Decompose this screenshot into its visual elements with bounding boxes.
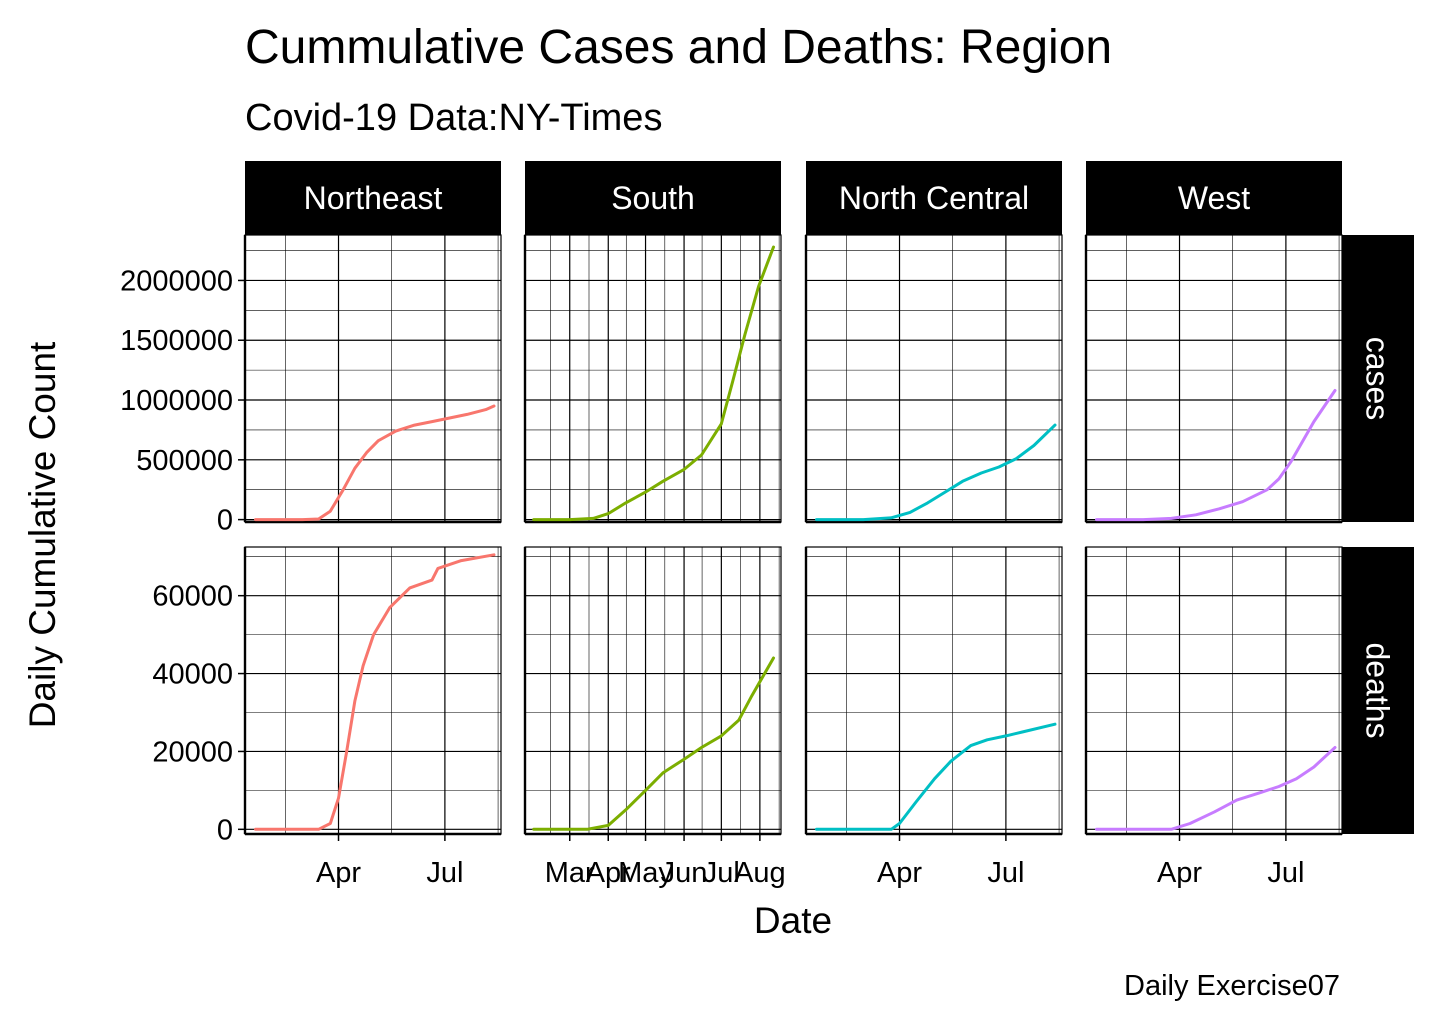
- panel-west-cases: [1084, 234, 1343, 524]
- panel-northeast-cases: [243, 234, 502, 524]
- y-axis-title: Daily Cumulative Count: [22, 341, 63, 728]
- y-tick-label-deaths: 40000: [152, 659, 233, 691]
- series-line-west-deaths: [1095, 746, 1337, 831]
- panel-north-central-deaths: [804, 546, 1063, 836]
- series-line-northeast-deaths: [254, 553, 496, 831]
- series-line-north-central-deaths: [815, 722, 1057, 831]
- strip-northeast: Northeast: [245, 161, 501, 235]
- y-tick-label-cases: 1500000: [120, 325, 233, 357]
- x-tick-label-north-central: Apr: [877, 857, 922, 889]
- panel-west-deaths: [1084, 546, 1343, 836]
- strip-label-north-central: North Central: [839, 180, 1029, 216]
- series-line-northeast-cases: [254, 404, 496, 522]
- strip-label-northeast: Northeast: [304, 180, 443, 216]
- panel-north-central-cases: [804, 234, 1063, 524]
- y-tick-label-deaths: 60000: [152, 581, 233, 613]
- y-tick-label-cases: 2000000: [120, 265, 233, 297]
- y-tick-label-cases: 0: [217, 505, 233, 537]
- series-line-south-deaths: [532, 656, 775, 831]
- strip-label-deaths: deaths: [1360, 642, 1396, 738]
- strip-deaths: deaths: [1341, 547, 1414, 834]
- panel-south-cases: [523, 234, 782, 524]
- strip-south: South: [525, 161, 781, 235]
- strip-label-cases: cases: [1360, 337, 1396, 421]
- strip-label-south: South: [611, 180, 695, 216]
- y-tick-label-cases: 1000000: [120, 385, 233, 417]
- x-tick-label-south: Jul: [703, 857, 740, 889]
- chart-title: Cummulative Cases and Deaths: Region: [245, 21, 1112, 74]
- x-tick-label-south: May: [618, 857, 673, 889]
- x-tick-label-northeast: Apr: [316, 857, 361, 889]
- chart-caption: Daily Exercise07: [1124, 970, 1340, 1002]
- strip-label-west: West: [1178, 180, 1250, 216]
- series-line-north-central-cases: [815, 423, 1057, 522]
- series-line-west-cases: [1095, 389, 1337, 522]
- x-tick-label-south: Apr: [586, 857, 631, 889]
- x-tick-label-south: Mar: [545, 857, 595, 889]
- y-tick-label-deaths: 0: [217, 814, 233, 846]
- x-tick-label-west: Apr: [1157, 857, 1202, 889]
- panel-northeast-deaths: [243, 546, 502, 836]
- y-tick-label-deaths: 20000: [152, 736, 233, 768]
- facet-panels: Northeast South North Central West cases deat…: [120, 161, 1414, 889]
- panel-south-deaths: [523, 546, 782, 836]
- y-tick-label-cases: 500000: [136, 445, 233, 477]
- strip-cases: cases: [1341, 235, 1414, 522]
- x-tick-label-northeast: Jul: [426, 857, 463, 889]
- x-axis-title: Date: [754, 900, 832, 941]
- strip-north-central: North Central: [806, 161, 1062, 235]
- chart-subtitle: Covid-19 Data:NY-Times: [245, 97, 662, 139]
- x-tick-label-south: Jun: [661, 857, 708, 889]
- strip-west: West: [1086, 161, 1342, 235]
- x-tick-label-north-central: Jul: [987, 857, 1024, 889]
- x-tick-label-west: Jul: [1267, 857, 1304, 889]
- x-tick-label-south: Aug: [734, 857, 786, 889]
- series-line-south-cases: [532, 245, 775, 522]
